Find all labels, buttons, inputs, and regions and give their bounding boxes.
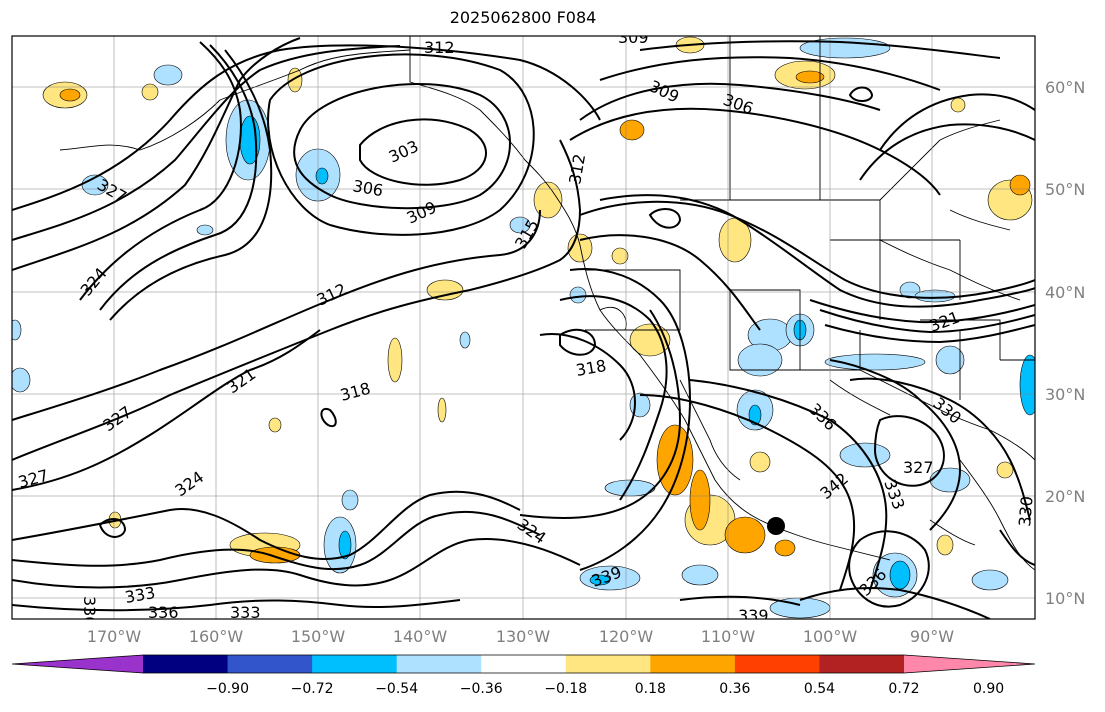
colorbar-tick-label: −0.36 xyxy=(460,681,503,697)
colorbar-outline xyxy=(11,654,1036,674)
colorbar-segment xyxy=(734,655,820,673)
colorbar-tick-label: −0.90 xyxy=(206,681,249,697)
colorbar-tick-label: 0.36 xyxy=(719,681,750,697)
colorbar-segment xyxy=(227,655,313,673)
contour-label: 333 xyxy=(230,603,261,622)
lon-label: 120°W xyxy=(599,627,654,646)
colorbar-segment xyxy=(650,655,736,673)
colorbar-segment xyxy=(819,655,905,673)
colorbar-segment xyxy=(565,655,651,673)
lat-label: 60°N xyxy=(1045,78,1085,97)
colorbar-tick-label: −0.18 xyxy=(544,681,587,697)
lat-label: 30°N xyxy=(1045,385,1085,404)
contour-label: 309 xyxy=(618,28,649,47)
lon-label: 140°W xyxy=(393,627,448,646)
plot-frame xyxy=(11,35,1036,620)
map-title: 2025062800 F084 xyxy=(449,8,597,27)
contour-label: 330 xyxy=(1015,495,1037,527)
colorbar-segment xyxy=(143,655,229,673)
lon-label: 90°W xyxy=(910,627,954,646)
lat-label: 40°N xyxy=(1045,283,1085,302)
plot-area xyxy=(12,36,1035,619)
lon-label: 110°W xyxy=(701,627,756,646)
colorbar-extend-high xyxy=(904,655,1035,673)
colorbar-extend-low xyxy=(12,655,143,673)
lat-label: 20°N xyxy=(1045,487,1085,506)
marker-dot xyxy=(767,517,785,535)
colorbar-segment xyxy=(396,655,482,673)
lon-label: 100°W xyxy=(803,627,858,646)
contour-lines xyxy=(12,37,1035,619)
colorbar-tick-label: 0.54 xyxy=(804,681,835,697)
contour-label: 312 xyxy=(424,38,455,57)
colorbar-segment xyxy=(312,655,398,673)
gridlines xyxy=(12,36,1035,619)
colorbar-tick-label: 0.18 xyxy=(635,681,666,697)
contour-label: 336 xyxy=(148,603,179,622)
colorbar-segment xyxy=(481,655,567,673)
contour-label: 339 xyxy=(738,606,769,625)
contour-label: 330 xyxy=(80,596,99,627)
lon-label: 160°W xyxy=(189,627,244,646)
contour-label: 327 xyxy=(903,458,934,477)
lon-labels: 170°W 160°W 150°W 140°W 130°W 120°W 110°… xyxy=(87,627,954,646)
colorbar-tick-label: −0.54 xyxy=(375,681,418,697)
lon-label: 170°W xyxy=(87,627,142,646)
colorbar-tick-label: 0.72 xyxy=(888,681,919,697)
lon-label: 150°W xyxy=(291,627,346,646)
lon-label: 130°W xyxy=(496,627,551,646)
lat-labels: 60°N 50°N 40°N 30°N 20°N 10°N xyxy=(1045,78,1085,608)
colorbar: −0.90 −0.72 −0.54 −0.36 −0.18 0.18 0.36 0.54 0.7… xyxy=(11,654,1036,697)
coastlines xyxy=(59,36,1035,571)
lat-label: 50°N xyxy=(1045,180,1085,199)
lat-label: 10°N xyxy=(1045,589,1085,608)
colorbar-tick-label: 0.90 xyxy=(973,681,1004,697)
colorbar-tick-label: −0.72 xyxy=(291,681,334,697)
shaded-fields xyxy=(12,36,1035,619)
